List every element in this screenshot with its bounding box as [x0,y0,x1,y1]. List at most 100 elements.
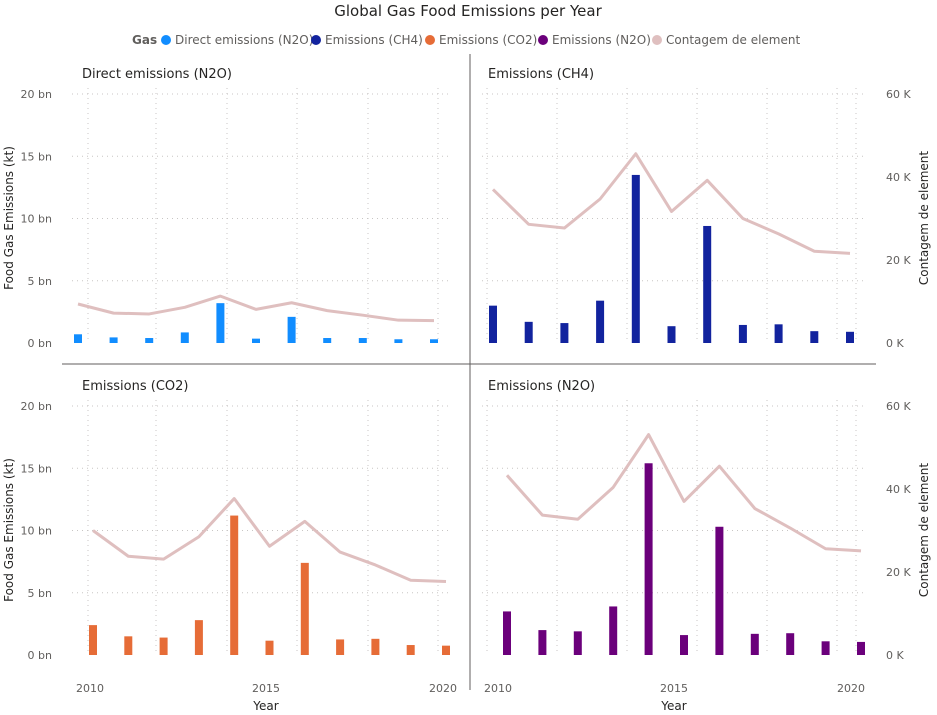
bar-2019[interactable] [821,641,830,655]
legend-swatch [538,35,548,45]
bar-2020[interactable] [430,339,438,343]
panel-title: Direct emissions (N2O) [82,67,232,82]
y-right-tick-label: 60 K [886,88,911,101]
legend-swatch [425,35,435,45]
bar-2014[interactable] [644,463,653,655]
line-contagem-de-element[interactable] [505,433,862,553]
y-left-tick-label: 10 bn [21,525,52,538]
y-right-tick-label: 20 K [886,566,911,579]
bar-2014[interactable] [230,515,239,655]
legend-item-emissions-ch4[interactable]: Emissions (CH4) [311,33,423,47]
panel-direct-emissions-n2o: Direct emissions (N2O) 20 bn 15 bn 10 bn 5 b… [21,67,452,350]
y-right-axis-title: Contagem de element [917,151,931,285]
legend-item-contagem-de-element[interactable]: Contagem de element [652,33,800,47]
bar-2012[interactable] [159,637,168,655]
legend-swatch [652,35,662,45]
legend-label: Emissions (N2O) [552,33,651,47]
bar-2014[interactable] [216,303,225,343]
bar-2020[interactable] [846,331,854,343]
line-contagem-de-element[interactable] [77,294,435,323]
bar-2010[interactable] [489,305,497,343]
bar-2015[interactable] [252,338,260,343]
bar-2012[interactable] [573,631,582,655]
bar-2011[interactable] [538,630,547,655]
legend-header: Gas [132,33,157,47]
bar-2015[interactable] [265,640,274,655]
y-right-axis-title: Contagem de element [917,463,931,597]
y-right-tick-label: 20 K [886,254,911,267]
bar-2016[interactable] [715,526,724,655]
y-left-tick-label: 15 bn [21,462,52,475]
chart-title: Global Gas Food Emissions per Year [334,2,602,20]
bar-2013[interactable] [596,300,605,343]
bar-2013[interactable] [194,620,203,655]
bar-2020[interactable] [442,645,450,655]
y-left-tick-label: 15 bn [21,150,52,163]
legend-label: Emissions (CH4) [325,33,423,47]
bar-2014[interactable] [631,174,640,343]
legend-item-emissions-n2o[interactable]: Emissions (N2O) [538,33,651,47]
y-left-axis-title: Food Gas Emissions (kt) [2,458,16,602]
x-tick-label: 2010 [484,682,512,695]
legend-label: Contagem de element [666,33,800,47]
y-left-tick-label: 10 bn [21,213,52,226]
panel-emissions-n2o: Emissions (N2O) 60 K 40 K 20 K 0 K 2010 2015 20… [482,379,911,695]
bar-2015[interactable] [680,635,688,655]
bar-2011[interactable] [124,636,133,655]
bar-2012[interactable] [145,338,154,343]
panel-title: Emissions (CO2) [82,379,188,394]
bar-2010[interactable] [74,334,82,343]
bar-2011[interactable] [524,321,533,343]
legend-label: Direct emissions (N2O) [175,33,313,47]
legend[interactable]: Gas Direct emissions (N2O) Emissions (CH4)… [132,33,800,47]
y-left-tick-label: 5 bn [28,587,52,600]
panel-title: Emissions (N2O) [488,379,595,394]
bar-2012[interactable] [560,323,569,343]
panel-title: Emissions (CH4) [488,67,594,82]
bar-2016[interactable] [703,225,712,343]
legend-item-emissions-co2[interactable]: Emissions (CO2) [425,33,537,47]
y-right-tick-label: 0 K [886,337,904,350]
y-right-tick-label: 40 K [886,171,911,184]
bar-2019[interactable] [394,339,403,343]
bar-2018[interactable] [371,638,380,655]
y-left-tick-label: 0 bn [28,649,52,662]
bar-2013[interactable] [180,332,189,343]
bar-2017[interactable] [323,338,332,343]
y-right-tick-label: 60 K [886,400,911,413]
bar-2017[interactable] [738,324,747,343]
bar-2016[interactable] [300,562,309,655]
bar-2018[interactable] [358,338,367,343]
x-tick-label: 2010 [76,682,104,695]
bar-2016[interactable] [287,316,296,343]
x-tick-label: 2015 [252,682,280,695]
legend-item-direct-emissions-n2o[interactable]: Direct emissions (N2O) [161,33,313,47]
panel-emissions-co2: Emissions (CO2) 20 bn 15 bn 10 bn 5 bn 0 bn 20… [21,379,457,695]
y-left-tick-label: 20 bn [21,400,52,413]
x-tick-label: 2020 [837,682,865,695]
bar-2020[interactable] [857,641,865,655]
line-contagem-de-element[interactable] [92,497,447,584]
bar-2015[interactable] [667,326,676,343]
bar-2013[interactable] [609,606,618,655]
y-left-axis-title: Food Gas Emissions (kt) [2,146,16,290]
legend-label: Emissions (CO2) [439,33,537,47]
bar-2018[interactable] [774,324,783,343]
bar-2019[interactable] [406,645,415,655]
bar-2010[interactable] [89,625,97,655]
bar-2018[interactable] [786,633,795,655]
y-left-tick-label: 5 bn [28,275,52,288]
x-axis-title: Year [660,699,686,713]
bar-2019[interactable] [810,331,819,343]
axis-titles: Food Gas Emissions (kt) Contagem de eleme… [2,146,931,713]
bar-2017[interactable] [750,633,759,655]
y-left-tick-label: 0 bn [28,337,52,350]
legend-swatch [161,35,171,45]
line-contagem-de-element[interactable] [491,152,851,255]
bar-2017[interactable] [336,639,345,655]
bar-2010[interactable] [503,611,511,655]
x-tick-label: 2020 [429,682,457,695]
y-right-tick-label: 0 K [886,649,904,662]
bar-2011[interactable] [109,337,118,343]
